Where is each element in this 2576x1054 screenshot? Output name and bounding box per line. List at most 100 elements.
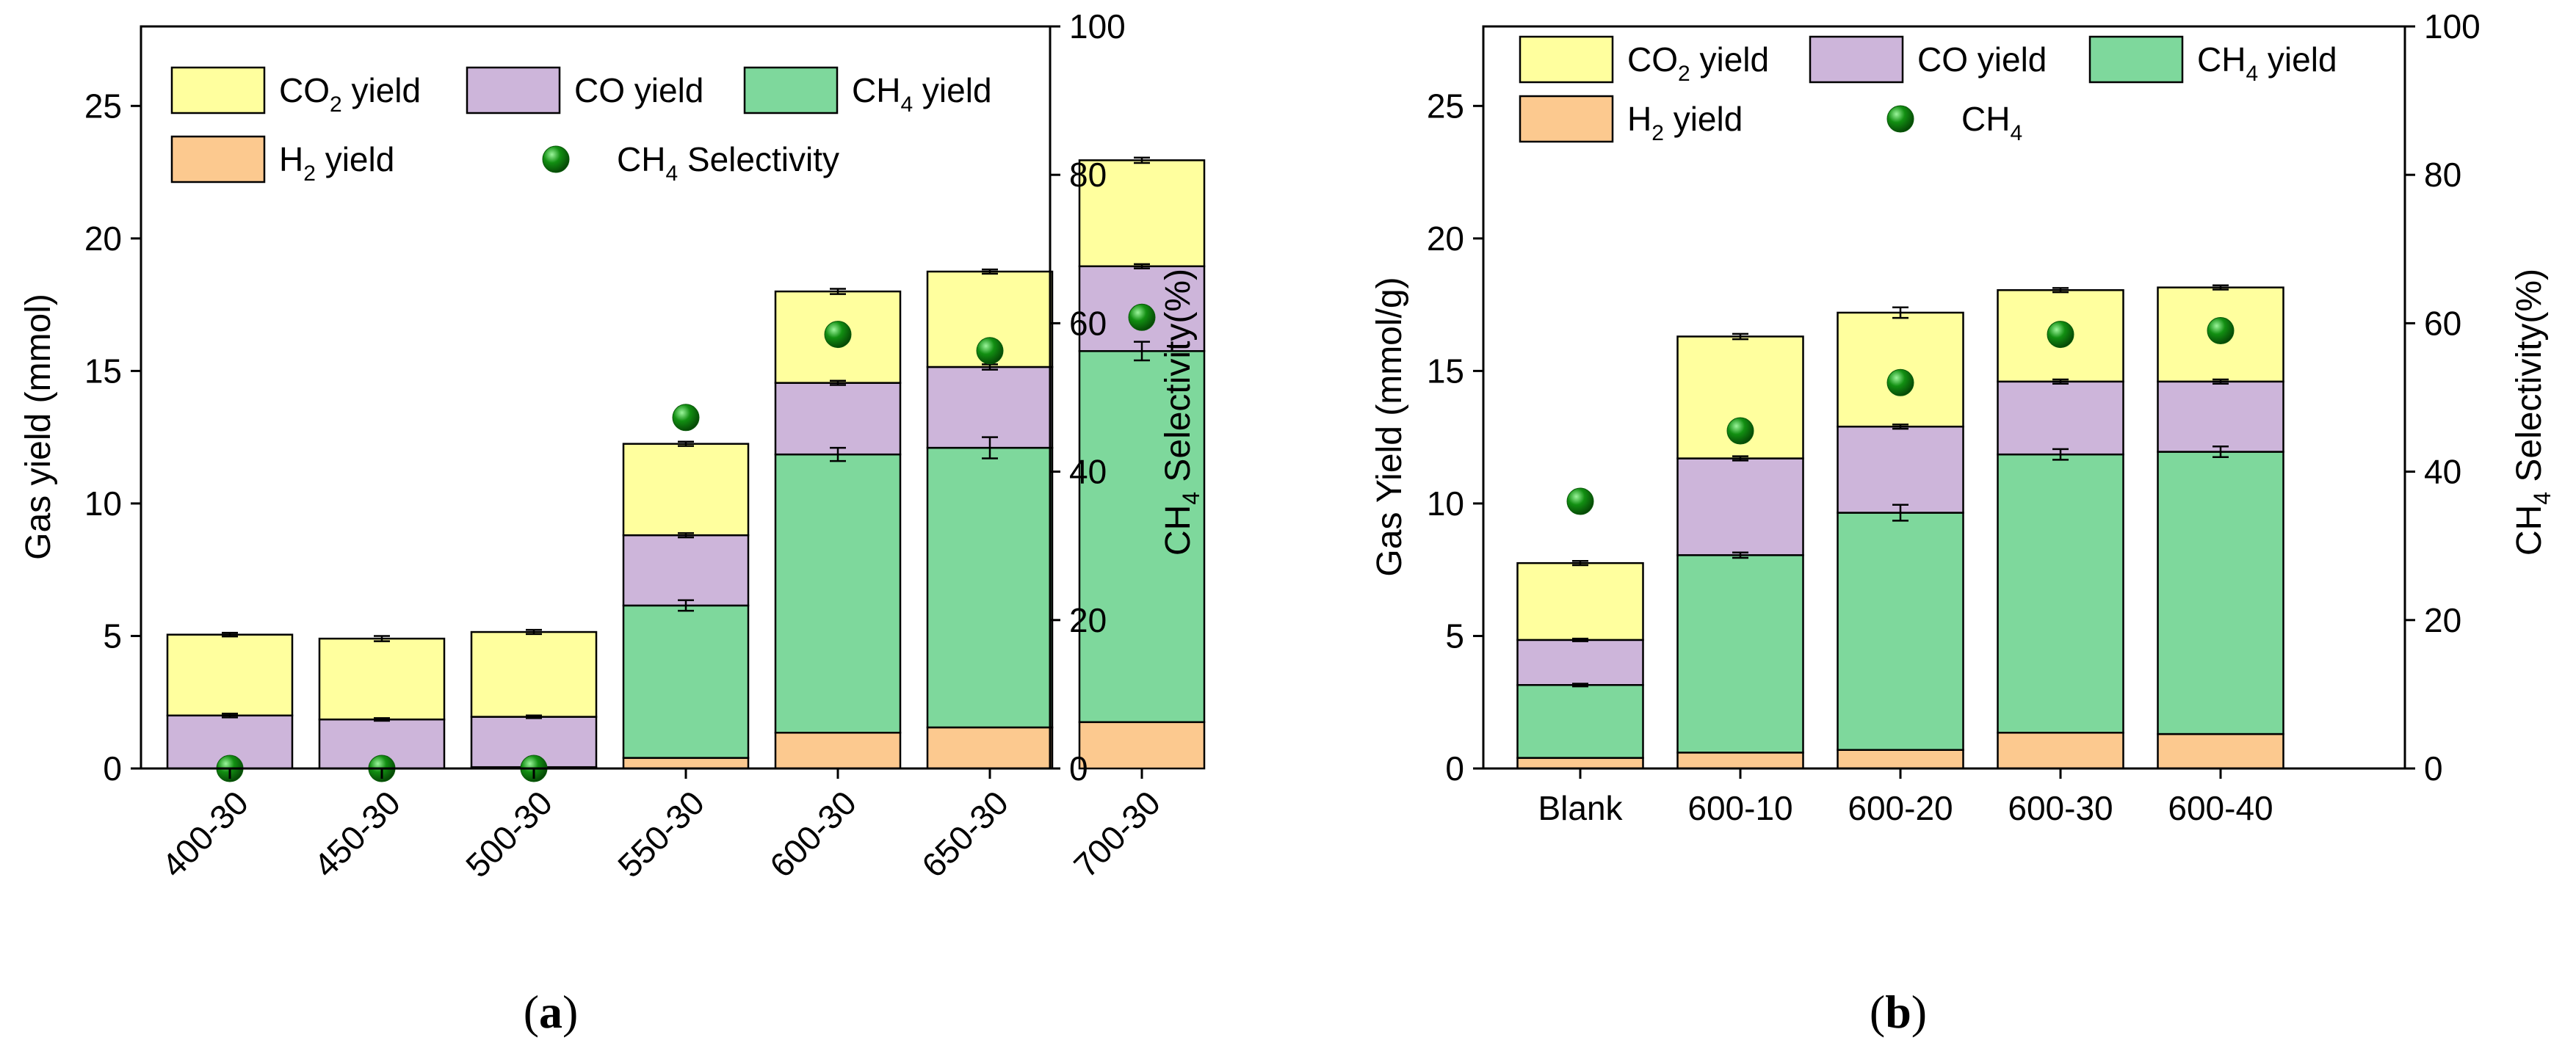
legend-swatch-h2 <box>1519 95 1614 143</box>
bar-ch4-600-10 <box>1676 554 1804 754</box>
bar-ch4-550-30 <box>622 604 750 759</box>
legend-label: CH4 yield <box>852 71 992 117</box>
bar-ch4-600-30 <box>774 453 902 734</box>
bar-h2-600-20 <box>1837 749 1964 770</box>
legend-swatch-ch4 <box>2088 35 2184 84</box>
bar-co2-Blank <box>1516 561 1644 642</box>
bar-co2-700-30 <box>1078 159 1206 268</box>
x-tick-label: 700-30 <box>1066 783 1168 884</box>
y-tick-label: 15 <box>1427 352 1464 390</box>
bar-co2-500-30 <box>470 630 598 718</box>
bar-ch4-700-30 <box>1078 350 1206 724</box>
bar-co-600-30 <box>774 382 902 456</box>
legend-swatch-co2 <box>170 66 266 115</box>
y2-tick-label: 40 <box>1069 453 1107 491</box>
legend-swatch-co <box>466 66 561 115</box>
y2-tick-label: 80 <box>1069 156 1107 194</box>
legend-label: CO yield <box>574 71 703 109</box>
legend-label: CH4 <box>1961 100 2022 145</box>
y-tick-label: 20 <box>84 219 122 258</box>
y2-tick-label: 60 <box>2424 304 2461 342</box>
bar-h2-600-30 <box>1997 732 2124 770</box>
y-tick-label: 10 <box>84 484 122 523</box>
y2-tick-label: 20 <box>1069 601 1107 639</box>
x-tick-label: 400-30 <box>154 783 256 884</box>
legend-label: CO2 yield <box>1627 40 1769 86</box>
panel-caption-a: (a) <box>524 986 579 1038</box>
bar-co-600-40 <box>2157 380 2284 453</box>
x-tick-label: Blank <box>1538 789 1623 827</box>
y2-tick-label: 60 <box>1069 304 1107 342</box>
y-tick-label: 5 <box>1445 617 1464 655</box>
selectivity-point-600-10 <box>1726 417 1754 445</box>
bar-co-Blank <box>1516 639 1644 686</box>
y2-tick-label: 0 <box>1069 749 1088 788</box>
x-tick-label: 600-20 <box>1848 789 1953 827</box>
y-tick-label: 25 <box>84 87 122 125</box>
legend-label: CH4 yield <box>2197 40 2337 86</box>
legend-label: CO2 yield <box>279 71 421 117</box>
x-tick-label: 450-30 <box>306 783 408 884</box>
y2-tick-label: 20 <box>2424 601 2461 639</box>
bar-co-650-30 <box>926 366 1054 449</box>
y2-axis-label: CH4 Selectivity(%) <box>2510 269 2555 556</box>
legend-swatch-co <box>1809 35 1904 84</box>
y-axis-label: Gas Yield (mmol/g) <box>1370 277 1409 576</box>
legend-swatch-ch4 <box>743 66 839 115</box>
y-axis-label: Gas yield (mmol) <box>19 294 58 560</box>
selectivity-point-550-30 <box>672 404 700 432</box>
bar-h2-600-30 <box>774 732 902 770</box>
panel-caption-b: (b) <box>1870 986 1927 1038</box>
chart-panel-a: 0 5 10 15 20 25 0 20 40 60 80 100 400-30 450-30 500-30… <box>19 7 1206 1038</box>
bar-ch4-600-30 <box>1997 453 2124 734</box>
bar-ch4-Blank <box>1516 684 1644 759</box>
bar-co2-450-30 <box>318 637 446 721</box>
selectivity-point-600-20 <box>1886 368 1914 396</box>
y-tick-label: 0 <box>103 749 122 788</box>
x-tick-label: 650-30 <box>914 783 1016 884</box>
plot-frame <box>140 25 1052 770</box>
bar-co-550-30 <box>622 534 750 607</box>
bar-h2-650-30 <box>926 726 1054 770</box>
y-tick-label: 0 <box>1445 749 1464 788</box>
plot-frame <box>1482 25 2406 770</box>
selectivity-point-700-30 <box>1128 303 1156 331</box>
legend-label: H2 yield <box>1627 100 1743 145</box>
selectivity-point-600-30 <box>824 321 852 349</box>
bar-ch4-600-20 <box>1837 512 1964 751</box>
bar-h2-Blank <box>1516 757 1644 770</box>
x-tick-label: 600-40 <box>2168 789 2273 827</box>
bar-co2-600-30 <box>1997 289 2124 383</box>
legend-swatch-h2 <box>170 135 266 183</box>
y2-tick-label: 40 <box>2424 453 2461 491</box>
bar-co-600-30 <box>1997 380 2124 456</box>
bar-ch4-600-40 <box>2157 451 2284 735</box>
legend-marker-selectivity <box>542 145 570 173</box>
legend: CO2 yield CO yield CH4 yield H2 yield CH4 <box>1519 35 2337 145</box>
legend-label: CH4 Selectivity <box>617 140 839 186</box>
legend: CO2 yield CO yield CH4 yield H2 yield CH4 Se… <box>170 66 992 186</box>
selectivity-point-650-30 <box>976 337 1004 365</box>
y2-tick-label: 100 <box>1069 7 1126 46</box>
bar-h2-700-30 <box>1078 721 1206 770</box>
y-tick-label: 25 <box>1427 87 1464 125</box>
legend-marker-selectivity <box>1886 105 1914 133</box>
x-tick-label: 600-30 <box>762 783 864 884</box>
bar-h2-600-10 <box>1676 752 1804 770</box>
y2-tick-label: 100 <box>2424 7 2481 46</box>
y-tick-label: 20 <box>1427 219 1464 258</box>
legend-label: H2 yield <box>279 140 394 186</box>
y-tick-label: 5 <box>103 617 122 655</box>
y2-tick-label: 0 <box>2424 749 2443 788</box>
x-tick-label: 550-30 <box>610 783 712 884</box>
bar-co2-550-30 <box>622 443 750 537</box>
y2-axis-label: CH4 Selectivity(%) <box>1159 269 1204 556</box>
bar-co-600-20 <box>1837 425 1964 514</box>
y-tick-label: 10 <box>1427 484 1464 523</box>
y2-tick-label: 80 <box>2424 156 2461 194</box>
x-tick-label: 600-10 <box>1687 789 1792 827</box>
y-tick-label: 15 <box>84 352 122 390</box>
bar-ch4-650-30 <box>926 446 1054 729</box>
legend-label: CO yield <box>1917 40 2047 79</box>
